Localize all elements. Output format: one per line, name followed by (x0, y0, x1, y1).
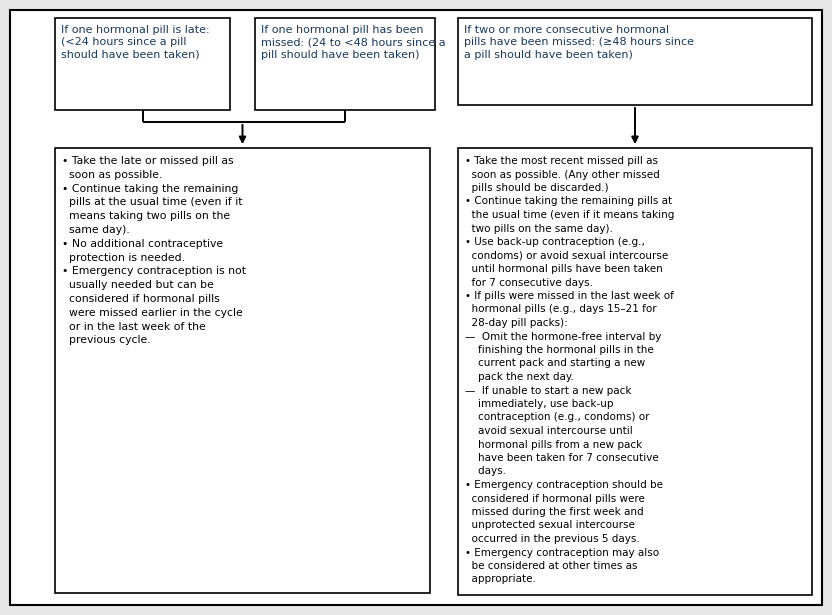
Text: • No additional contraceptive: • No additional contraceptive (62, 239, 223, 249)
Text: were missed earlier in the cycle: were missed earlier in the cycle (62, 308, 243, 318)
Text: If one hormonal pill is late:
(<24 hours since a pill
should have been taken): If one hormonal pill is late: (<24 hours… (61, 25, 210, 60)
Text: • Continue taking the remaining pills at: • Continue taking the remaining pills at (465, 197, 672, 207)
Text: contraception (e.g., condoms) or: contraception (e.g., condoms) or (465, 413, 650, 423)
Text: considered if hormonal pills were: considered if hormonal pills were (465, 493, 645, 504)
Text: pills at the usual time (even if it: pills at the usual time (even if it (62, 197, 242, 207)
Text: avoid sexual intercourse until: avoid sexual intercourse until (465, 426, 633, 436)
Text: same day).: same day). (62, 225, 130, 235)
Text: immediately, use back-up: immediately, use back-up (465, 399, 613, 409)
Text: or in the last week of the: or in the last week of the (62, 322, 206, 331)
Text: • If pills were missed in the last week of: • If pills were missed in the last week … (465, 291, 674, 301)
Text: • Continue taking the remaining: • Continue taking the remaining (62, 184, 239, 194)
Text: • Emergency contraception may also: • Emergency contraception may also (465, 547, 659, 558)
Text: • Emergency contraception is not: • Emergency contraception is not (62, 266, 246, 276)
Bar (458, 148, 812, 595)
Text: have been taken for 7 consecutive: have been taken for 7 consecutive (465, 453, 659, 463)
Text: If one hormonal pill has been
missed: (24 to <48 hours since a
pill should have : If one hormonal pill has been missed: (2… (261, 25, 446, 60)
Text: If two or more consecutive hormonal
pills have been missed: (≥48 hours since
a p: If two or more consecutive hormonal pill… (464, 25, 694, 60)
Text: until hormonal pills have been taken: until hormonal pills have been taken (465, 264, 663, 274)
Bar (55, 148, 430, 593)
Text: • Use back-up contraception (e.g.,: • Use back-up contraception (e.g., (465, 237, 645, 247)
Text: occurred in the previous 5 days.: occurred in the previous 5 days. (465, 534, 640, 544)
Text: protection is needed.: protection is needed. (62, 253, 185, 263)
Text: missed during the first week and: missed during the first week and (465, 507, 644, 517)
Text: soon as possible.: soon as possible. (62, 170, 162, 180)
Text: hormonal pills from a new pack: hormonal pills from a new pack (465, 440, 642, 450)
Text: • Emergency contraception should be: • Emergency contraception should be (465, 480, 663, 490)
Bar (255, 18, 435, 110)
Text: finishing the hormonal pills in the: finishing the hormonal pills in the (465, 345, 654, 355)
Text: hormonal pills (e.g., days 15–21 for: hormonal pills (e.g., days 15–21 for (465, 304, 656, 314)
Text: pills should be discarded.): pills should be discarded.) (465, 183, 609, 193)
Text: unprotected sexual intercourse: unprotected sexual intercourse (465, 520, 635, 531)
Text: 28-day pill packs):: 28-day pill packs): (465, 318, 567, 328)
Text: • Take the most recent missed pill as: • Take the most recent missed pill as (465, 156, 658, 166)
Text: for 7 consecutive days.: for 7 consecutive days. (465, 277, 593, 287)
Bar (458, 18, 812, 105)
Text: current pack and starting a new: current pack and starting a new (465, 359, 646, 368)
Text: two pills on the same day).: two pills on the same day). (465, 223, 613, 234)
Text: considered if hormonal pills: considered if hormonal pills (62, 294, 220, 304)
Text: —  If unable to start a new pack: — If unable to start a new pack (465, 386, 631, 395)
Text: —  Omit the hormone-free interval by: — Omit the hormone-free interval by (465, 331, 661, 341)
Text: appropriate.: appropriate. (465, 574, 536, 584)
Bar (55, 18, 230, 110)
Text: means taking two pills on the: means taking two pills on the (62, 211, 230, 221)
Text: condoms) or avoid sexual intercourse: condoms) or avoid sexual intercourse (465, 250, 668, 261)
Text: previous cycle.: previous cycle. (62, 335, 151, 346)
Text: days.: days. (465, 467, 506, 477)
Text: the usual time (even if it means taking: the usual time (even if it means taking (465, 210, 675, 220)
Text: be considered at other times as: be considered at other times as (465, 561, 637, 571)
Text: usually needed but can be: usually needed but can be (62, 280, 214, 290)
Text: pack the next day.: pack the next day. (465, 372, 574, 382)
Text: • Take the late or missed pill as: • Take the late or missed pill as (62, 156, 234, 166)
Text: soon as possible. (Any other missed: soon as possible. (Any other missed (465, 170, 660, 180)
